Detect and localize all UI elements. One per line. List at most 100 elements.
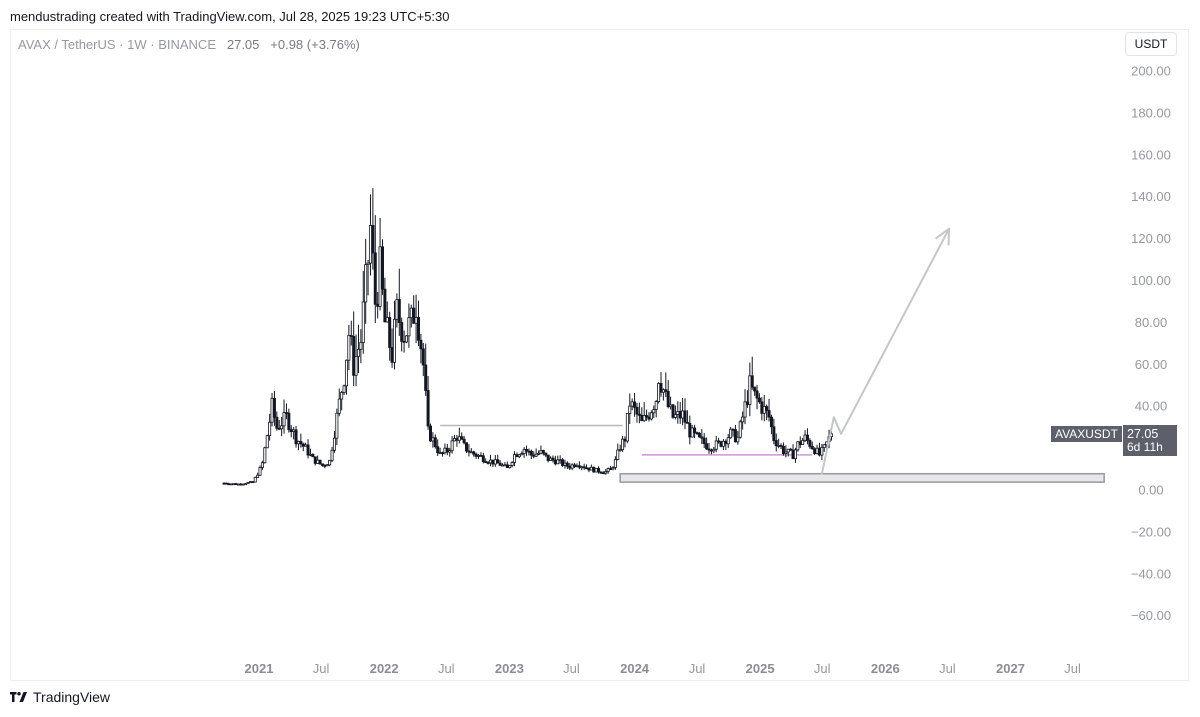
- chart-panel: [10, 29, 1189, 681]
- candle-body: [258, 467, 262, 476]
- time-tick-label: 2025: [746, 661, 775, 676]
- candle-body: [308, 453, 312, 456]
- candle-body: [697, 432, 701, 438]
- price-tick-label: 80.00: [1135, 315, 1168, 330]
- candle-body: [457, 436, 461, 441]
- candle-body: [275, 416, 279, 429]
- candle-body: [589, 466, 593, 471]
- candle-body: [647, 416, 651, 420]
- candle-body: [654, 401, 658, 410]
- chart-credit: mendustrading created with TradingView.c…: [10, 9, 450, 24]
- candle-body: [527, 450, 531, 453]
- candle-body: [585, 467, 589, 470]
- candle-body: [400, 322, 404, 342]
- candle-body: [565, 462, 569, 467]
- candle-body: [388, 317, 392, 348]
- candle-body: [618, 449, 622, 452]
- time-tick-label: 2023: [495, 661, 524, 676]
- candle-body: [222, 482, 226, 485]
- candle-body: [481, 455, 485, 462]
- candle-body: [304, 444, 308, 447]
- candle-body: [332, 437, 336, 451]
- candle-body: [330, 449, 334, 461]
- candle-body: [270, 397, 274, 423]
- candle-body: [738, 421, 742, 438]
- time-tick-label: Jul: [1064, 661, 1081, 676]
- candle-body: [611, 467, 615, 470]
- price-tick-label: −20.00: [1131, 524, 1171, 539]
- price-axis: 200.00 180.00 160.00 140.00 120.00 100.00 80.0…: [1131, 64, 1171, 624]
- candle-body: [337, 398, 341, 414]
- legend-exchange: BINANCE: [158, 37, 216, 52]
- time-tick-label: 2026: [871, 661, 900, 676]
- legend-symbol[interactable]: AVAX / TetherUS: [18, 37, 116, 52]
- candle-body: [669, 404, 673, 408]
- candle-body: [469, 451, 473, 454]
- candle-body: [690, 427, 694, 438]
- candle-body: [532, 454, 536, 457]
- candle-body: [568, 465, 572, 469]
- candle-body: [359, 342, 363, 350]
- candle-body: [268, 421, 272, 437]
- candle-body: [781, 445, 785, 454]
- price-tick-label: 60.00: [1135, 357, 1168, 372]
- candle-body: [817, 447, 821, 456]
- candle-body: [666, 391, 670, 408]
- candle-body: [520, 453, 524, 456]
- candle-body: [335, 412, 339, 439]
- candle-body: [604, 470, 608, 474]
- candle-body: [282, 412, 286, 427]
- candle-body: [318, 459, 322, 465]
- candle-body: [810, 446, 814, 450]
- candle-body: [513, 454, 517, 463]
- candle-body: [292, 429, 296, 432]
- candle-body: [251, 481, 255, 484]
- candle-body: [772, 426, 776, 441]
- candle-body: [803, 434, 807, 441]
- candle-body: [236, 483, 240, 486]
- candle-body: [570, 464, 574, 469]
- candle-body: [224, 482, 228, 485]
- projection-arrow-head: [935, 227, 951, 246]
- candle-body: [635, 406, 639, 415]
- legend-interval[interactable]: 1W: [127, 37, 147, 52]
- candle-body: [664, 389, 668, 392]
- candle-body: [563, 462, 567, 466]
- time-tick-label: Jul: [563, 661, 580, 676]
- candle-body: [450, 440, 454, 452]
- candle-body: [637, 413, 641, 416]
- candle-body: [652, 409, 656, 414]
- candle-body: [390, 347, 394, 363]
- candle-body: [798, 441, 802, 445]
- candle-body: [673, 414, 677, 418]
- candle-body: [719, 441, 723, 447]
- candle-body: [700, 436, 704, 439]
- candle-body: [436, 446, 440, 454]
- candle-body: [657, 383, 661, 402]
- candle-body: [517, 454, 521, 458]
- candle-body: [260, 462, 264, 468]
- candle-body: [392, 318, 396, 363]
- candle-body: [767, 410, 771, 418]
- candle-body: [649, 412, 653, 420]
- candle-body: [753, 386, 757, 392]
- candle-body: [755, 390, 759, 399]
- overlay-layer: [820, 227, 951, 475]
- time-tick-label: 2024: [620, 661, 650, 676]
- time-tick-label: Jul: [689, 661, 706, 676]
- candle-body: [757, 397, 761, 403]
- projection-arrow: [820, 227, 951, 475]
- candle-body: [777, 444, 781, 447]
- candle-body: [705, 443, 709, 450]
- candle-body: [733, 429, 737, 443]
- currency-button[interactable]: USDT: [1125, 32, 1177, 56]
- candle-body: [573, 464, 577, 468]
- candle-body: [441, 452, 445, 455]
- candle-body: [729, 428, 733, 439]
- candle-body: [378, 246, 382, 307]
- candle-body: [805, 434, 809, 441]
- tradingview-logo[interactable]: TradingView: [10, 689, 110, 705]
- legend-price: 27.05: [226, 37, 260, 52]
- candle-body: [793, 449, 797, 460]
